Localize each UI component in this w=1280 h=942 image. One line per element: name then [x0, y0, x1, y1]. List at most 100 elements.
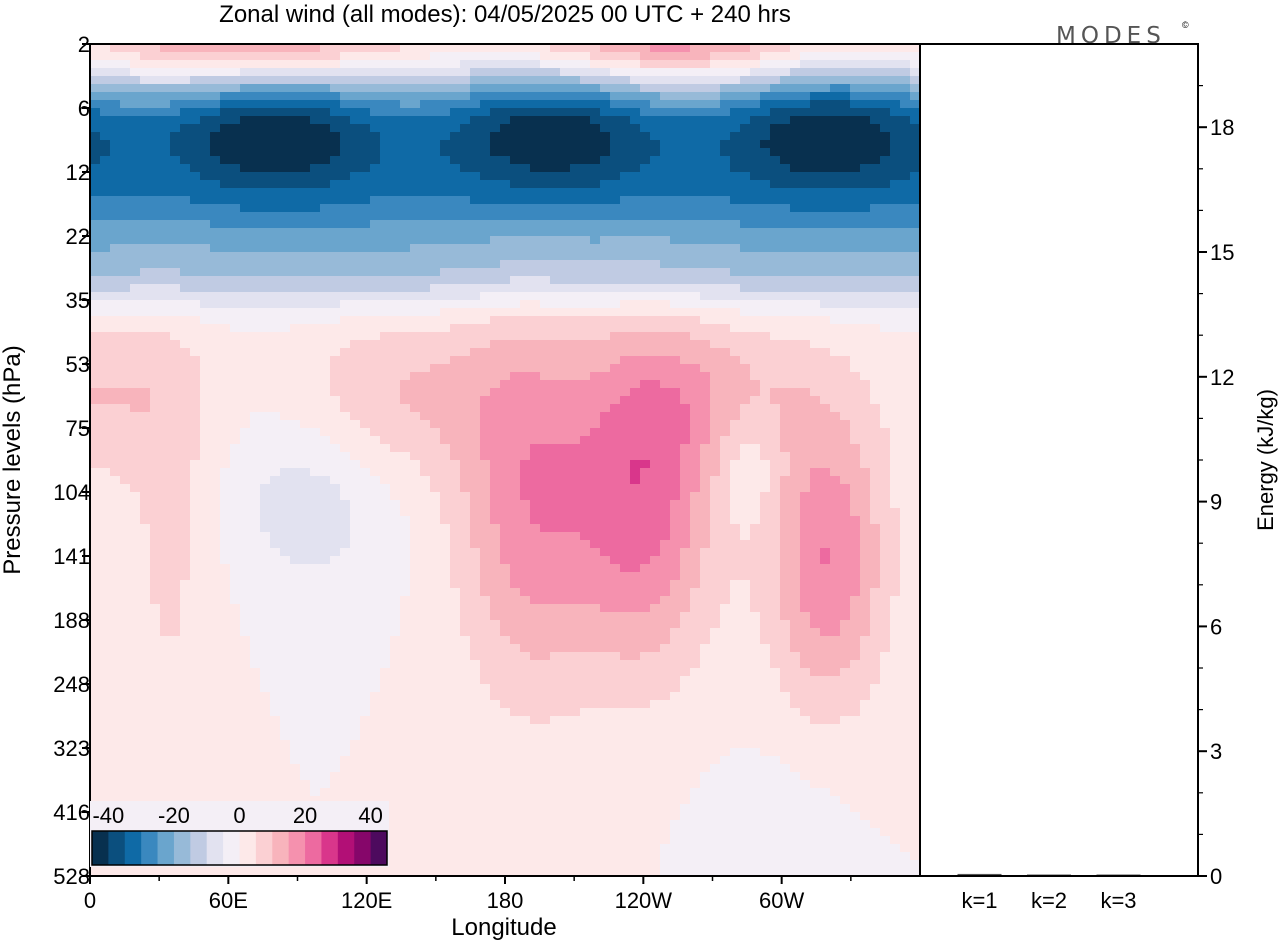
heatmap-cell [810, 412, 821, 421]
heatmap-cell [620, 428, 631, 437]
heatmap-cell [730, 300, 741, 309]
heatmap-cell [570, 404, 581, 413]
heatmap-cell [130, 172, 141, 181]
heatmap-cell [480, 404, 491, 413]
heatmap-cell [620, 244, 631, 253]
heatmap-cell [720, 468, 731, 477]
heatmap-cell [110, 316, 121, 325]
heatmap-cell [240, 164, 251, 173]
heatmap-cell [480, 508, 491, 517]
heatmap-cell [440, 308, 451, 317]
heatmap-cell [740, 276, 751, 285]
heatmap-cell [360, 196, 371, 205]
heatmap-cell [240, 212, 251, 221]
heatmap-cell [480, 420, 491, 429]
heatmap-cell [890, 300, 901, 309]
heatmap-cell [710, 372, 721, 381]
heatmap-cell [760, 316, 771, 325]
heatmap-cell [590, 452, 601, 461]
heatmap-cell [100, 228, 111, 237]
heatmap-cell [770, 340, 781, 349]
heatmap-cell [90, 524, 101, 533]
heatmap-cell [220, 252, 231, 261]
heatmap-cell [460, 396, 471, 405]
heatmap-cell [390, 100, 401, 109]
heatmap-cell [620, 156, 631, 165]
heatmap-cell [420, 308, 431, 317]
heatmap-cell [610, 172, 621, 181]
heatmap-cell [90, 140, 101, 149]
heatmap-cell [510, 356, 521, 365]
heatmap-cell [470, 84, 481, 93]
heatmap-cell [240, 396, 251, 405]
heatmap-cell [780, 124, 791, 133]
heatmap-cell [670, 364, 681, 373]
heatmap-cell [450, 156, 461, 165]
heatmap-cell [840, 476, 851, 485]
heatmap-cell [620, 516, 631, 525]
heatmap-cell [730, 396, 741, 405]
heatmap-cell [180, 372, 191, 381]
heatmap-cell [610, 116, 621, 125]
heatmap-cell [760, 492, 771, 501]
heatmap-cell [820, 452, 831, 461]
heatmap-cell [440, 508, 451, 517]
heatmap-cell [390, 60, 401, 69]
heatmap-cell [260, 140, 271, 149]
heatmap-cell [680, 228, 691, 237]
heatmap-cell [190, 508, 201, 517]
heatmap-cell [400, 196, 411, 205]
heatmap-cell [180, 364, 191, 373]
heatmap-cell [240, 444, 251, 453]
heatmap-cell [620, 380, 631, 389]
heatmap-cell [690, 500, 701, 509]
heatmap-cell [520, 108, 531, 117]
heatmap-cell [380, 428, 391, 437]
heatmap-cell [700, 76, 711, 85]
heatmap-cell [180, 196, 191, 205]
heatmap-cell [110, 388, 121, 397]
heatmap-cell [860, 340, 871, 349]
heatmap-cell [600, 372, 611, 381]
heatmap-cell [280, 476, 291, 485]
heatmap-cell [400, 356, 411, 365]
heatmap-cell [470, 364, 481, 373]
heatmap-cell [350, 84, 361, 93]
heatmap-cell [630, 204, 641, 213]
heatmap-cell [610, 268, 621, 277]
heatmap-cell [680, 220, 691, 229]
heatmap-cell [350, 420, 361, 429]
heatmap-cell [340, 276, 351, 285]
heatmap-cell [450, 68, 461, 77]
heatmap-cell [140, 236, 151, 245]
heatmap-cell [440, 220, 451, 229]
heatmap-cell [420, 500, 431, 509]
heatmap-cell [380, 508, 391, 517]
heatmap-cell [570, 140, 581, 149]
heatmap-cell [100, 52, 111, 61]
heatmap-cell [900, 236, 911, 245]
heatmap-cell [460, 308, 471, 317]
heatmap-cell [380, 396, 391, 405]
heatmap-cell [290, 428, 301, 437]
heatmap-cell [390, 164, 401, 173]
heatmap-cell [760, 212, 771, 221]
heatmap-cell [170, 316, 181, 325]
heatmap-cell [650, 124, 661, 133]
heatmap-cell [860, 444, 871, 453]
heatmap-cell [130, 204, 141, 213]
heatmap-cell [260, 148, 271, 157]
heatmap-cell [510, 60, 521, 69]
heatmap-cell [670, 236, 681, 245]
heatmap-cell [360, 508, 371, 517]
heatmap-cell [810, 156, 821, 165]
heatmap-cell [710, 52, 721, 61]
heatmap-cell [230, 172, 241, 181]
heatmap-cell [370, 452, 381, 461]
heatmap-cell [180, 260, 191, 269]
heatmap-cell [290, 348, 301, 357]
heatmap-cell [120, 252, 131, 261]
heatmap-cell [200, 252, 211, 261]
heatmap-cell [660, 492, 671, 501]
heatmap-cell [530, 196, 541, 205]
